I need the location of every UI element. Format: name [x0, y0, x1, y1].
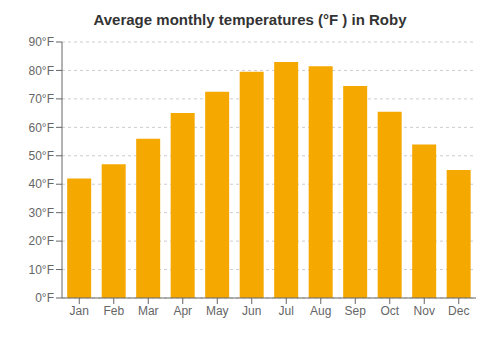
svg-text:Feb: Feb — [103, 304, 124, 318]
svg-text:Mar: Mar — [138, 304, 159, 318]
svg-text:Jan: Jan — [70, 304, 89, 318]
svg-text:Nov: Nov — [414, 304, 435, 318]
html-text:Average monthly temperatures (: Average monthly temperatures (°F ) in Ro… — [93, 11, 407, 28]
svg-text:Oct: Oct — [380, 304, 399, 318]
svg-text:30°F: 30°F — [29, 206, 54, 220]
svg-text:60°F: 60°F — [29, 121, 54, 135]
svg-text:40°F: 40°F — [29, 177, 54, 191]
svg-text:70°F: 70°F — [29, 92, 54, 106]
svg-text:Jul: Jul — [279, 304, 294, 318]
svg-text:10°F: 10°F — [29, 263, 54, 277]
svg-text:0°F: 0°F — [35, 291, 54, 305]
svg-text:80°F: 80°F — [29, 64, 54, 78]
svg-text:90°F: 90°F — [29, 35, 54, 49]
svg-text:Apr: Apr — [173, 304, 192, 318]
svg-text:20°F: 20°F — [29, 234, 54, 248]
svg-text:May: May — [206, 304, 229, 318]
svg-text:Jun: Jun — [242, 304, 261, 318]
svg-text:Sep: Sep — [345, 304, 367, 318]
svg-text:50°F: 50°F — [29, 149, 54, 163]
svg-text:Aug: Aug — [310, 304, 331, 318]
svg-text:Dec: Dec — [448, 304, 469, 318]
